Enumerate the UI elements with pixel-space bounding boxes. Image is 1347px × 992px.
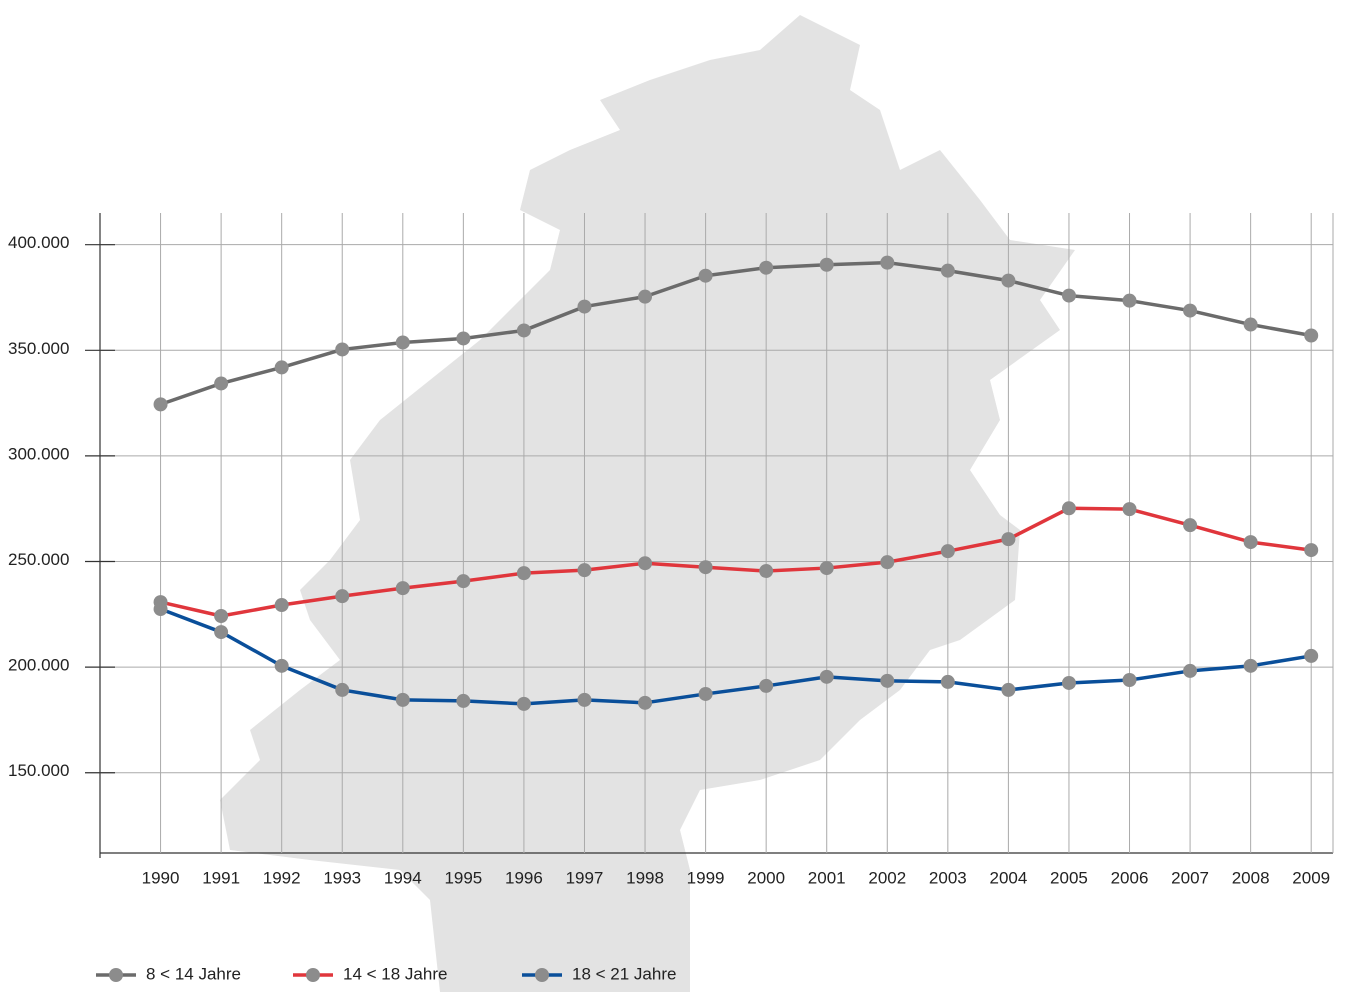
marker [819,669,834,684]
x-tick-label: 1993 [323,868,361,887]
marker [577,299,592,314]
marker [759,678,774,693]
marker [1122,502,1137,517]
marker [214,625,229,640]
marker [335,342,350,357]
marker [759,260,774,275]
legend-marker [306,968,320,982]
y-tick-label: 350.000 [8,339,69,358]
x-tick-label: 2009 [1292,868,1330,887]
marker [1001,273,1016,288]
x-tick-label: 2000 [747,868,785,887]
x-tick-label: 2004 [989,868,1027,887]
x-tick-label: 1994 [384,868,422,887]
marker [819,561,834,576]
marker [1304,543,1319,558]
y-tick-label: 300.000 [8,444,69,463]
marker [274,598,289,613]
marker [456,693,471,708]
marker [759,564,774,579]
x-tick-label: 1996 [505,868,543,887]
marker [698,686,713,701]
legend-label: 14 < 18 Jahre [343,964,447,983]
marker [516,696,531,711]
marker [638,289,653,304]
x-tick-label: 1990 [142,868,180,887]
marker [1061,501,1076,516]
marker [1243,535,1258,550]
marker [1183,303,1198,318]
marker [335,682,350,697]
x-tick-label: 2005 [1050,868,1088,887]
legend-marker [109,968,123,982]
marker [516,566,531,581]
marker [335,589,350,604]
marker [577,692,592,707]
marker [153,602,168,617]
marker [1001,532,1016,547]
marker [516,323,531,338]
legend-label: 8 < 14 Jahre [146,964,241,983]
x-tick-label: 2003 [929,868,967,887]
marker [880,673,895,688]
marker [214,609,229,624]
background-map [220,15,1075,992]
marker [880,255,895,270]
series-line [160,506,1312,618]
x-tick-label: 2007 [1171,868,1209,887]
marker [880,555,895,570]
series-line [159,607,1312,706]
x-tick-label: 1992 [263,868,301,887]
x-tick-label: 1991 [202,868,240,887]
x-tick-label: 2001 [808,868,846,887]
marker [1304,328,1319,343]
marker [940,674,955,689]
marker [1061,288,1076,303]
marker [274,658,289,673]
x-tick-label: 1998 [626,868,664,887]
marker [1304,648,1319,663]
marker [940,544,955,559]
x-tick-label: 1997 [566,868,604,887]
marker [274,360,289,375]
marker [1183,518,1198,533]
y-tick-label: 250.000 [8,550,69,569]
x-tick-label: 1999 [687,868,725,887]
legend-label: 18 < 21 Jahre [572,964,676,983]
marker [638,556,653,571]
x-tick-label: 2002 [868,868,906,887]
marker [1061,675,1076,690]
y-tick-label: 400.000 [8,233,69,252]
x-tick-label: 2008 [1232,868,1270,887]
marker [395,335,410,350]
marker [1243,317,1258,332]
marker [638,695,653,710]
x-tick-label: 2006 [1111,868,1149,887]
marker [577,563,592,578]
legend-marker [535,968,549,982]
marker [153,397,168,412]
marker [395,581,410,596]
marker [940,263,955,278]
marker [819,257,834,272]
marker [456,574,471,589]
marker [698,560,713,575]
marker [1183,663,1198,678]
marker [214,376,229,391]
marker [456,331,471,346]
marker [395,692,410,707]
marker [1243,658,1258,673]
marker [1122,293,1137,308]
series-line [159,260,1312,407]
marker [698,268,713,283]
x-tick-label: 1995 [444,868,482,887]
marker [1001,682,1016,697]
marker [1122,673,1137,688]
y-tick-label: 150.000 [8,761,69,780]
y-tick-label: 200.000 [8,656,69,675]
